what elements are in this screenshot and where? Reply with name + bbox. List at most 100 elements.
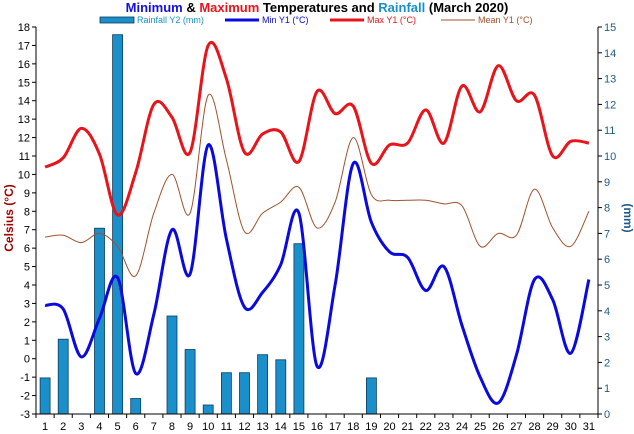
x-tick-label: 28 bbox=[528, 421, 540, 433]
y2-axis-label: (mm) bbox=[621, 203, 634, 232]
y2-tick-label: 0 bbox=[604, 409, 610, 421]
temperature-lines bbox=[44, 41, 591, 405]
x-tick-label: 23 bbox=[438, 421, 450, 433]
y2-tick-label: 8 bbox=[604, 203, 610, 215]
x-tick-label: 27 bbox=[510, 421, 522, 433]
rain-bar bbox=[202, 404, 214, 415]
y-tick-label: 9 bbox=[24, 188, 30, 200]
y2-tick-label: 10 bbox=[604, 151, 616, 163]
x-tick-label: 22 bbox=[420, 421, 432, 433]
legend-min-label: Min Y1 (°C) bbox=[262, 15, 308, 25]
y2-tick-label: 14 bbox=[604, 48, 616, 60]
y-tick-label: 7 bbox=[24, 225, 30, 237]
y-tick-label: -2 bbox=[20, 391, 30, 403]
rain-bar bbox=[184, 349, 196, 415]
y-tick-label: 5 bbox=[24, 262, 30, 274]
x-tick-label: 4 bbox=[96, 421, 102, 433]
title-minimum: Minimum bbox=[126, 0, 183, 15]
x-tick-label: 2 bbox=[60, 421, 66, 433]
y2-tick-label: 5 bbox=[604, 280, 610, 292]
rain-bar bbox=[275, 359, 287, 415]
y-tick-label: 13 bbox=[18, 114, 30, 126]
y2-tick-label: 11 bbox=[604, 125, 615, 137]
y-tick-label: -1 bbox=[20, 372, 30, 384]
y-tick-label: 14 bbox=[18, 96, 30, 108]
y-tick-label: 1 bbox=[24, 335, 30, 347]
y-tick-label: 12 bbox=[18, 133, 30, 145]
x-tick-label: 21 bbox=[402, 421, 414, 433]
x-tick-label: 20 bbox=[383, 421, 395, 433]
y2-tick-label: 9 bbox=[604, 177, 610, 189]
x-tick-label: 18 bbox=[347, 421, 359, 433]
x-tick-label: 24 bbox=[456, 421, 468, 433]
rain-bar bbox=[166, 315, 178, 415]
y-axis-label: Celsius (°C) bbox=[2, 184, 16, 251]
rain-bar bbox=[293, 243, 305, 415]
rain-bar bbox=[112, 34, 123, 415]
title-rainfall: Rainfall bbox=[378, 0, 425, 15]
y-tick-label: 3 bbox=[24, 298, 30, 310]
x-tick-label: 9 bbox=[187, 421, 193, 433]
title-amp: & bbox=[183, 0, 200, 15]
x-tick-label: 1 bbox=[42, 421, 48, 433]
y-tick-label: 6 bbox=[24, 243, 30, 255]
rain-bar bbox=[39, 377, 51, 415]
x-tick-label: 17 bbox=[329, 421, 341, 433]
title-month: (March 2020) bbox=[425, 0, 508, 15]
axes: -3-2-10123456789101112131415161718012345… bbox=[18, 22, 617, 433]
x-tick-label: 7 bbox=[151, 421, 157, 433]
y-tick-label: 4 bbox=[24, 280, 30, 292]
legend-mean-label: Mean Y1 (°C) bbox=[478, 15, 532, 25]
y-tick-label: 17 bbox=[18, 40, 30, 52]
rain-bar bbox=[365, 377, 377, 415]
x-tick-label: 6 bbox=[133, 421, 139, 433]
rain-bar bbox=[239, 372, 250, 415]
x-tick-label: 10 bbox=[202, 421, 214, 433]
legend-max-label: Max Y1 (°C) bbox=[367, 15, 416, 25]
x-tick-label: 12 bbox=[238, 421, 250, 433]
min-temp-line bbox=[44, 143, 591, 405]
y2-tick-label: 6 bbox=[604, 254, 610, 266]
x-tick-label: 19 bbox=[365, 421, 377, 433]
x-tick-label: 13 bbox=[256, 421, 268, 433]
x-tick-label: 30 bbox=[565, 421, 577, 433]
rain-bar bbox=[130, 398, 142, 415]
y-tick-label: 15 bbox=[18, 77, 30, 89]
y2-tick-label: 12 bbox=[604, 99, 616, 111]
mean-temp-line bbox=[45, 93, 590, 277]
y-tick-label: 18 bbox=[18, 22, 30, 34]
y2-tick-label: 3 bbox=[604, 332, 610, 344]
x-tick-label: 3 bbox=[78, 421, 84, 433]
y2-tick-label: 4 bbox=[604, 306, 610, 318]
title-maximum: Maximum bbox=[199, 0, 259, 15]
y-tick-label: -3 bbox=[20, 409, 30, 421]
rain-bar bbox=[220, 372, 232, 415]
y2-tick-label: 7 bbox=[604, 228, 610, 240]
y-tick-label: 0 bbox=[24, 354, 30, 366]
x-tick-label: 26 bbox=[492, 421, 504, 433]
y2-tick-label: 13 bbox=[604, 74, 616, 86]
y2-tick-label: 1 bbox=[604, 383, 610, 395]
x-tick-label: 14 bbox=[275, 421, 287, 433]
title-temps: Temperatures and bbox=[259, 0, 378, 15]
y-tick-label: 2 bbox=[24, 317, 30, 329]
rain-bar bbox=[57, 338, 69, 415]
y-tick-label: 10 bbox=[18, 169, 30, 181]
y2-tick-label: 2 bbox=[604, 357, 610, 369]
x-tick-label: 8 bbox=[169, 421, 175, 433]
legend: Rainfall Y2 (mm) Min Y1 (°C) Max Y1 (°C) Me… bbox=[99, 15, 532, 25]
chart-title: Minimum & Maximum Temperatures and Rainf… bbox=[126, 0, 509, 15]
x-tick-label: 5 bbox=[115, 421, 121, 433]
x-tick-label: 15 bbox=[293, 421, 305, 433]
rain-bar bbox=[257, 354, 269, 415]
x-tick-label: 31 bbox=[583, 421, 595, 433]
rainfall-bars bbox=[39, 34, 377, 415]
x-tick-label: 11 bbox=[221, 421, 232, 433]
x-tick-label: 25 bbox=[474, 421, 486, 433]
y-tick-label: 8 bbox=[24, 206, 30, 218]
legend-rain-label: Rainfall Y2 (mm) bbox=[137, 15, 204, 25]
y-tick-label: 16 bbox=[18, 59, 30, 71]
x-tick-label: 16 bbox=[311, 421, 323, 433]
legend-rain-swatch bbox=[99, 16, 135, 24]
